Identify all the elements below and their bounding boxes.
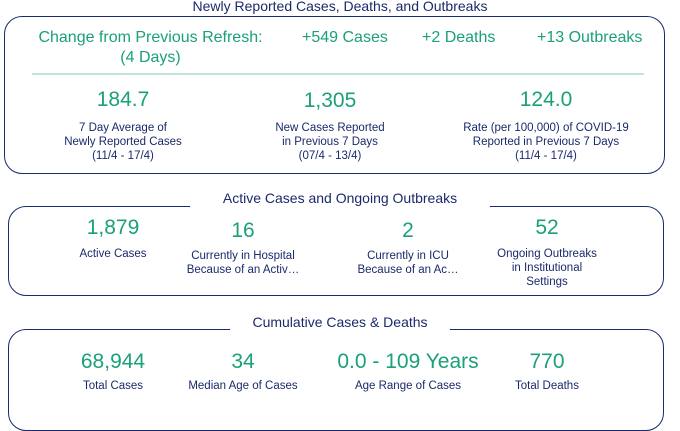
new-cases-7-days-label: New Cases Reported in Previous 7 Days (0… <box>275 122 385 162</box>
change-label: Change from Previous Refresh: (4 Days) <box>18 28 283 68</box>
new-cases-7-days-value: 1,305 <box>303 89 357 112</box>
currently-in-icu-value: 2 <box>402 219 414 242</box>
age-range-value: 0.0 - 109 Years <box>337 350 479 373</box>
change-label-line1: Change from Previous Refresh: <box>38 29 263 46</box>
total-cases-label: Total Cases <box>82 380 144 392</box>
rate-per-100k-label: Rate (per 100,000) of COVID-19 Reported … <box>463 122 629 162</box>
total-deaths-value: 770 <box>529 350 565 373</box>
rate-per-100k-value: 124.0 <box>519 88 573 111</box>
total-cases-value: 68,944 <box>80 350 146 373</box>
currently-in-hospital-label: Currently in Hospital Because of an Acti… <box>186 250 300 276</box>
seven-day-average-value: 184.7 <box>96 88 150 111</box>
active-cases-panel <box>8 206 664 296</box>
median-age-label: Median Age of Cases <box>188 380 298 392</box>
currently-in-hospital-value: 16 <box>231 219 255 242</box>
section-title-newly-reported: Newly Reported Cases, Deaths, and Outbre… <box>0 0 680 15</box>
ongoing-outbreaks-label: Ongoing Outbreaks in Institutional Setti… <box>497 248 597 288</box>
change-label-line2: (4 Days) <box>120 49 181 66</box>
currently-in-icu-label: Currently in ICU Because of an Ac… <box>357 250 459 276</box>
change-cases: +549 Cases <box>302 29 388 46</box>
change-outbreaks: +13 Outbreaks <box>537 29 643 46</box>
section1-divider <box>32 73 644 75</box>
total-deaths-label: Total Deaths <box>515 380 579 392</box>
seven-day-average-label: 7 Day Average of Newly Reported Cases (1… <box>64 122 182 162</box>
age-range-label: Age Range of Cases <box>354 380 462 392</box>
section-title-cumulative: Cumulative Cases & Deaths <box>230 313 450 331</box>
ongoing-outbreaks-value: 52 <box>535 216 559 239</box>
median-age-value: 34 <box>231 350 255 373</box>
change-deaths: +2 Deaths <box>422 29 496 46</box>
active-cases-value: 1,879 <box>86 216 140 239</box>
active-cases-label: Active Cases <box>79 248 147 260</box>
newly-reported-panel <box>4 16 665 174</box>
section-title-active-cases: Active Cases and Ongoing Outbreaks <box>190 189 490 207</box>
